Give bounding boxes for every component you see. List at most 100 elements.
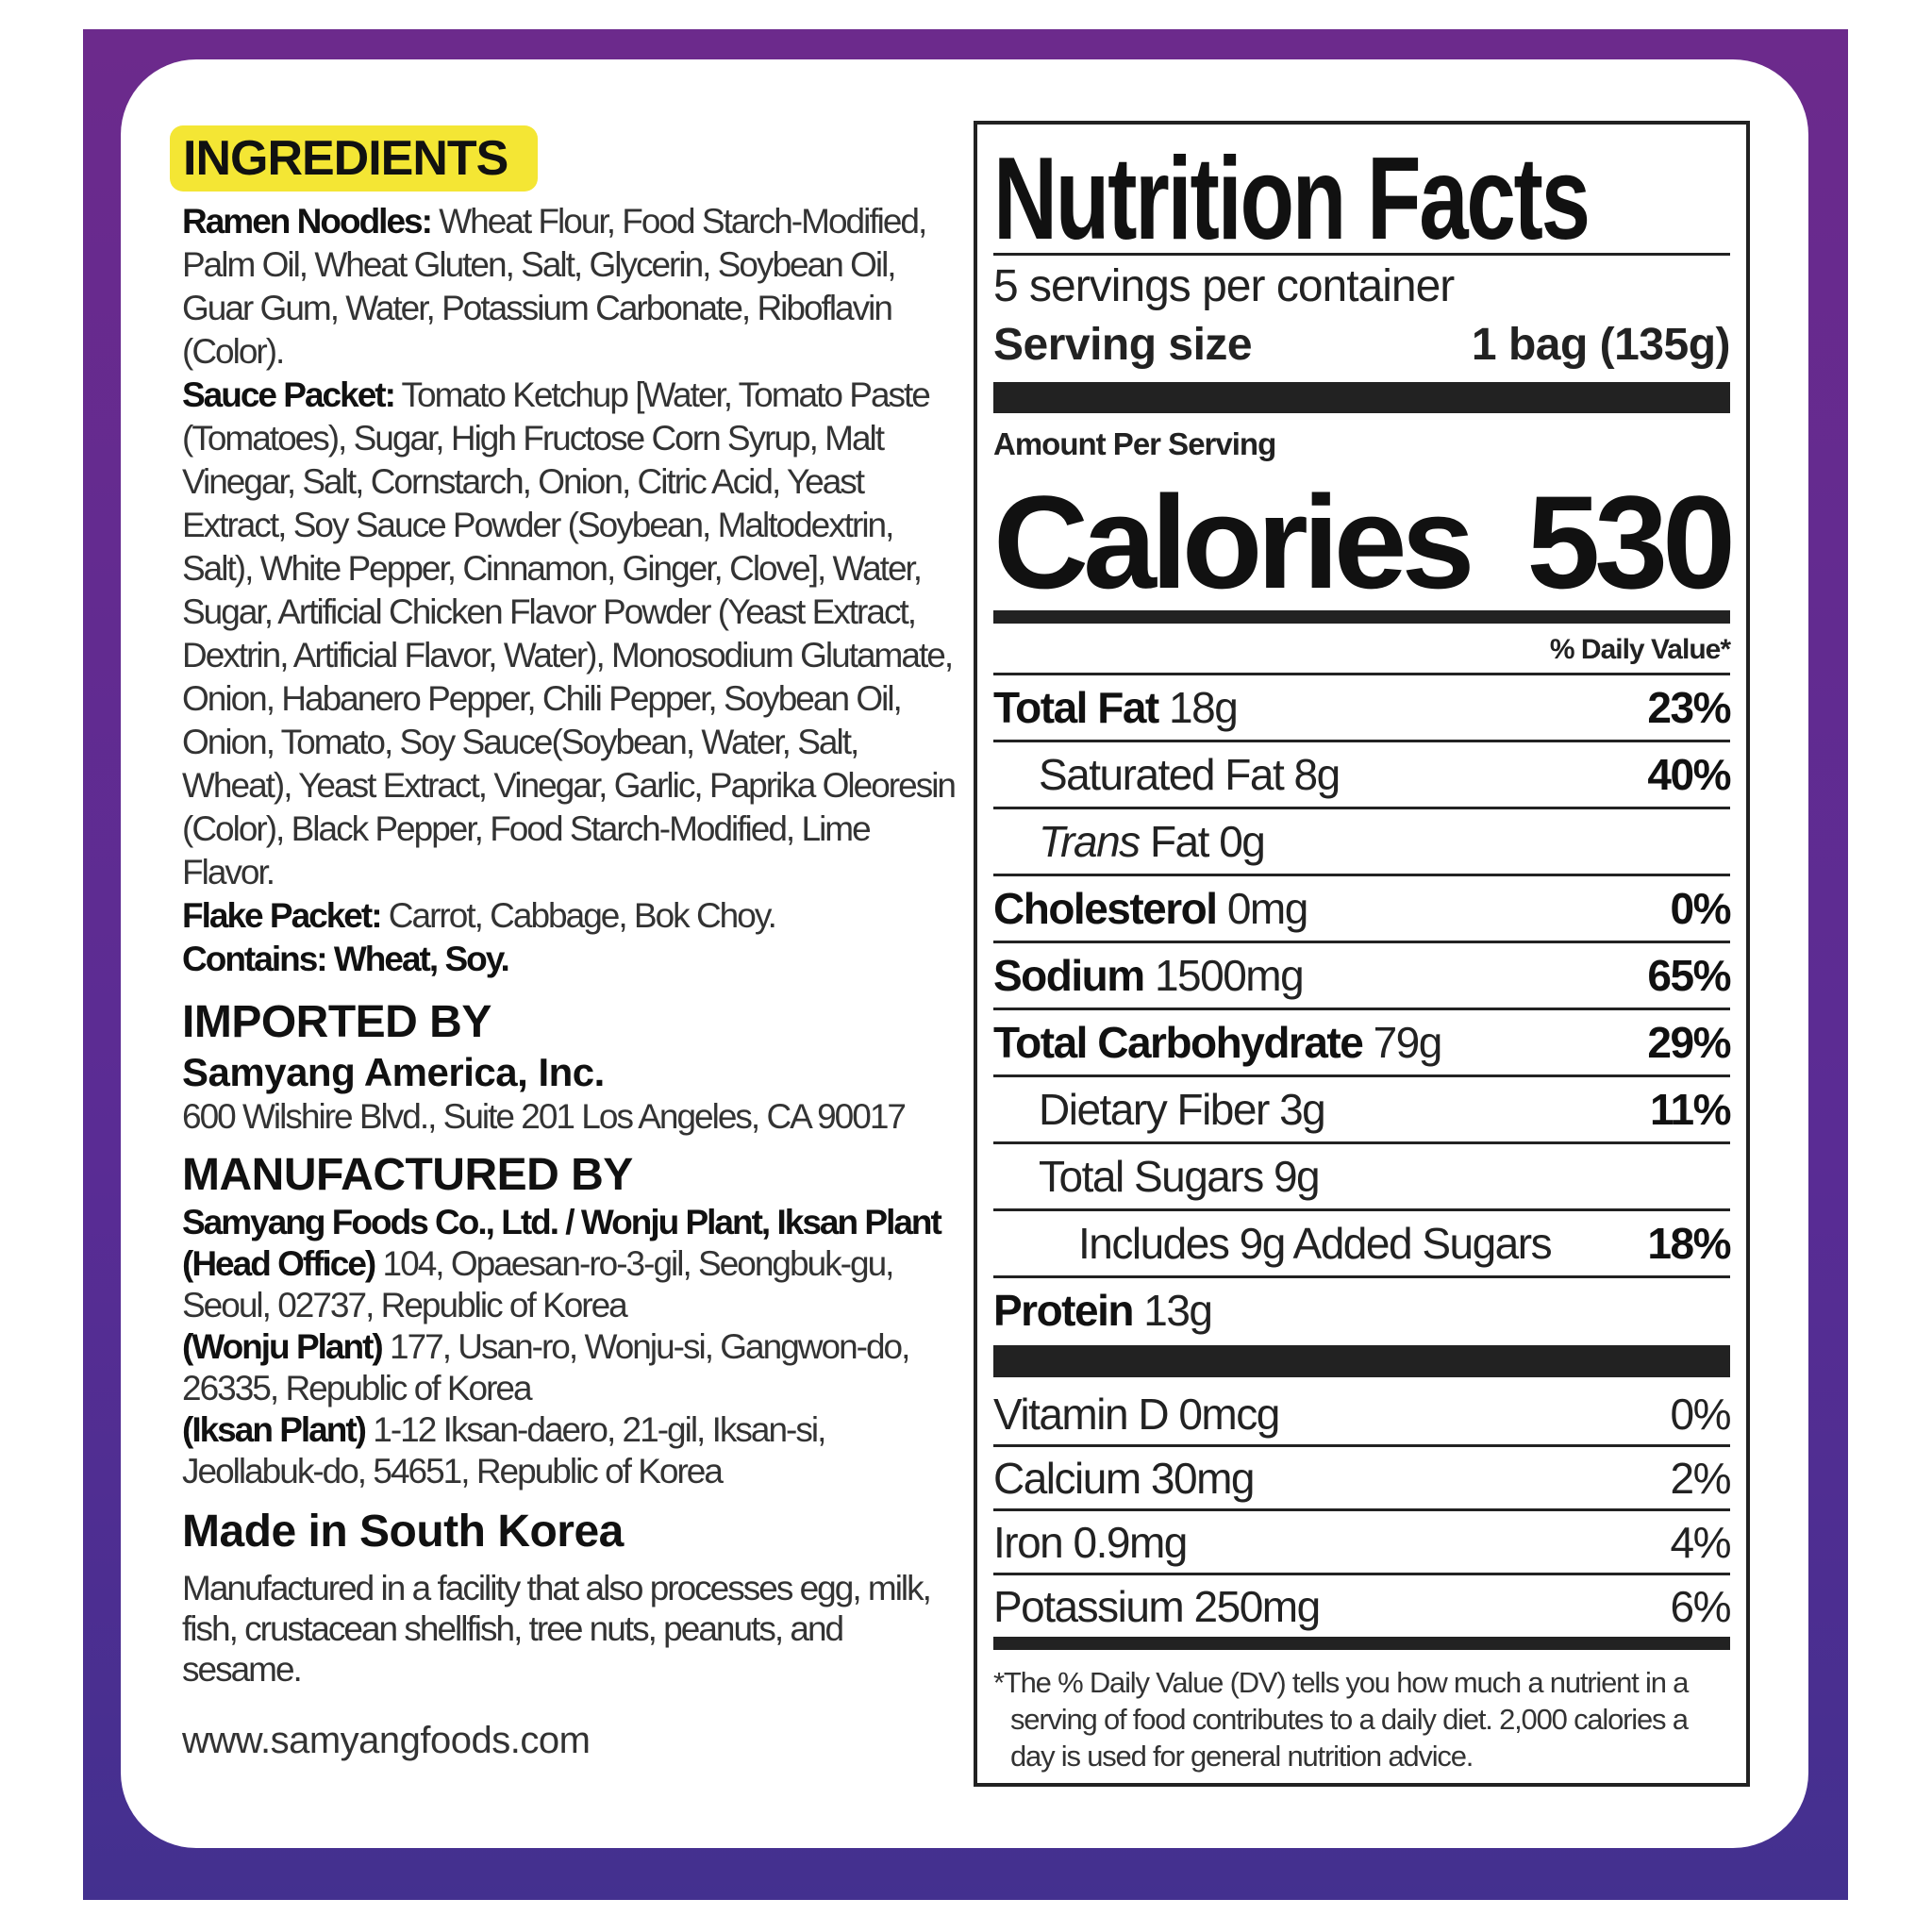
row-divider: [993, 1141, 1730, 1144]
serving-size-value: 1 bag (135g): [1471, 320, 1731, 370]
nutrient-row: Dietary Fiber 3g 11%: [993, 1077, 1732, 1141]
nutrient-amount: 1500mg: [1143, 951, 1305, 1000]
allergen-note: Manufactured in a facility that also pro…: [182, 1569, 932, 1689]
section-text: Carrot, Cabbage, Bok Choy.: [380, 896, 777, 935]
nutrition-title: Nutrition Facts: [993, 134, 1591, 264]
manufactured-by-heading: MANUFACTURED BY: [182, 1150, 633, 1200]
nutrient-amount: 0mg: [1216, 884, 1309, 933]
micronutrient-label: Vitamin D 0mcg: [993, 1390, 1280, 1439]
nutrient-name: Sodium 1500mg: [993, 950, 1305, 1001]
label-card: [121, 59, 1808, 1848]
section-label: Sauce Packet:: [182, 375, 396, 414]
micronutrient-row: Vitamin D 0mcg 0%: [993, 1383, 1732, 1445]
nutrient-name: Total Carbohydrate 79g: [993, 1017, 1443, 1068]
nutrient-label: Total Fat: [993, 683, 1159, 732]
row-divider: [993, 740, 1730, 742]
site-label: (Wonju Plant): [182, 1327, 384, 1366]
nutrient-label: Sodium: [993, 951, 1145, 1000]
section-text: Wheat Flour, Food Starch-Modified, Palm …: [182, 202, 927, 371]
calories-row: Calories 530: [993, 468, 1736, 616]
row-divider: [993, 1275, 1730, 1278]
site-address: 104, Opaesan-ro-3-gil, Seongbuk-gu, Seou…: [182, 1244, 894, 1324]
calories-label: Calories: [993, 468, 1474, 616]
micronutrient-row: Iron 0.9mg 4%: [993, 1511, 1732, 1574]
row-divider: [993, 1444, 1730, 1447]
thick-divider: [993, 1345, 1730, 1377]
nutrient-label: Protein: [993, 1286, 1134, 1335]
site-label: (Iksan Plant): [182, 1410, 367, 1449]
flake-packet-section: Flake Packet: Carrot, Cabbage, Bok Choy.: [182, 896, 777, 935]
importer-name: Samyang America, Inc.: [182, 1050, 605, 1094]
daily-value-percent: 11%: [1649, 1085, 1732, 1134]
nutrient-label: Trans: [1039, 817, 1141, 866]
manufacturer-info: Samyang Foods Co., Ltd. / Wonju Plant, I…: [182, 1202, 965, 1492]
site-label: (Head Office): [182, 1244, 376, 1283]
serving-size-label: Serving size: [993, 320, 1253, 370]
website-link[interactable]: www.samyangfoods.com: [182, 1720, 591, 1761]
sauce-packet-section: Sauce Packet: Tomato Ketchup [Water, Tom…: [182, 375, 957, 891]
nutrient-name: Trans Fat 0g: [993, 816, 1266, 867]
nutrient-row: Protein 13g: [993, 1278, 1730, 1342]
row-divider: [993, 1573, 1730, 1575]
section-text: Tomato Ketchup [Water, Tomato Paste (Tom…: [182, 375, 957, 891]
nutrient-row: Total Fat 18g 23%: [993, 675, 1731, 740]
nutrient-amount: Fat 0g: [1139, 817, 1266, 866]
row-divider: [993, 1208, 1730, 1211]
nutrient-name: Total Fat 18g: [993, 682, 1239, 733]
nutrient-row: Trans Fat 0g: [993, 809, 1730, 874]
nutrient-label: Dietary Fiber 3g: [1039, 1085, 1326, 1134]
daily-value-percent: 65%: [1647, 951, 1731, 1000]
daily-value-percent: 0%: [1670, 1390, 1732, 1439]
micronutrient-row: Potassium 250mg 6%: [993, 1575, 1732, 1638]
nutrient-name: Cholesterol 0mg: [993, 883, 1309, 934]
nutrient-row: Includes 9g Added Sugars 18%: [993, 1211, 1731, 1275]
medium-divider: [993, 1637, 1730, 1650]
nutrient-amount: 18g: [1158, 683, 1239, 732]
ingredients-list: Ramen Noodles: Wheat Flour, Food Starch-…: [182, 200, 965, 981]
nutrient-name: Dietary Fiber 3g: [993, 1084, 1326, 1135]
nutrient-label: Total Sugars 9g: [1039, 1152, 1321, 1201]
calories-value: 530: [1526, 468, 1736, 616]
left-column: Ramen Noodles: Wheat Flour, Food Starch-…: [182, 200, 965, 1763]
row-divider: [993, 874, 1730, 876]
row-divider: [993, 1074, 1730, 1077]
daily-value-percent: 4%: [1670, 1518, 1732, 1567]
daily-value-percent: 0%: [1670, 884, 1732, 933]
row-divider: [993, 807, 1730, 809]
nutrient-label: Total Carbohydrate: [993, 1018, 1364, 1067]
contains-allergens: Contains: Wheat, Soy.: [182, 940, 510, 978]
site-address: 177, Usan-ro, Wonju-si, Gangwon-do, 2633…: [182, 1327, 910, 1407]
nutrient-label: Includes 9g Added Sugars: [1078, 1219, 1553, 1268]
site-address: 1-12 Iksan-daero, 21-gil, Iksan-si, Jeol…: [182, 1410, 826, 1491]
amount-per-serving: Amount Per Serving: [993, 426, 1276, 461]
nutrient-amount: 13g: [1132, 1286, 1213, 1335]
nutrient-name: Total Sugars 9g: [993, 1151, 1321, 1202]
row-divider: [993, 941, 1730, 943]
micronutrient-label: Potassium 250mg: [993, 1582, 1321, 1631]
row-divider: [993, 1508, 1730, 1511]
daily-value-header: % Daily Value*: [1549, 634, 1731, 665]
nutrient-name: Saturated Fat 8g: [993, 749, 1341, 800]
daily-value-percent: 40%: [1647, 750, 1731, 799]
daily-value-percent: 6%: [1670, 1582, 1732, 1631]
daily-value-percent: 23%: [1647, 683, 1731, 732]
origin: Made in South Korea: [182, 1507, 624, 1557]
ingredients-heading: INGREDIENTS: [170, 125, 538, 192]
nutrient-row: Total Carbohydrate 79g 29%: [993, 1010, 1731, 1074]
nutrient-row: Total Sugars 9g: [993, 1144, 1730, 1208]
nutrition-facts-panel: Nutrition Facts 5 servings per container…: [974, 121, 1750, 1787]
divider: [993, 253, 1730, 256]
row-divider: [993, 1008, 1730, 1010]
daily-value-percent: 18%: [1647, 1219, 1731, 1268]
micronutrient-row: Calcium 30mg 2%: [993, 1447, 1732, 1509]
servings-per-container: 5 servings per container: [993, 261, 1455, 311]
nutrient-amount: 79g: [1362, 1018, 1443, 1067]
thick-divider: [993, 382, 1730, 413]
section-label: Flake Packet:: [182, 896, 383, 935]
imported-by-heading: IMPORTED BY: [182, 997, 491, 1047]
micronutrient-label: Calcium 30mg: [993, 1454, 1256, 1503]
manufacturer-name: Samyang Foods Co., Ltd. / Wonju Plant, I…: [182, 1203, 942, 1241]
ramen-noodles-section: Ramen Noodles: Wheat Flour, Food Starch-…: [182, 202, 927, 371]
nutrient-name: Protein 13g: [993, 1285, 1213, 1336]
medium-divider: [993, 610, 1730, 624]
